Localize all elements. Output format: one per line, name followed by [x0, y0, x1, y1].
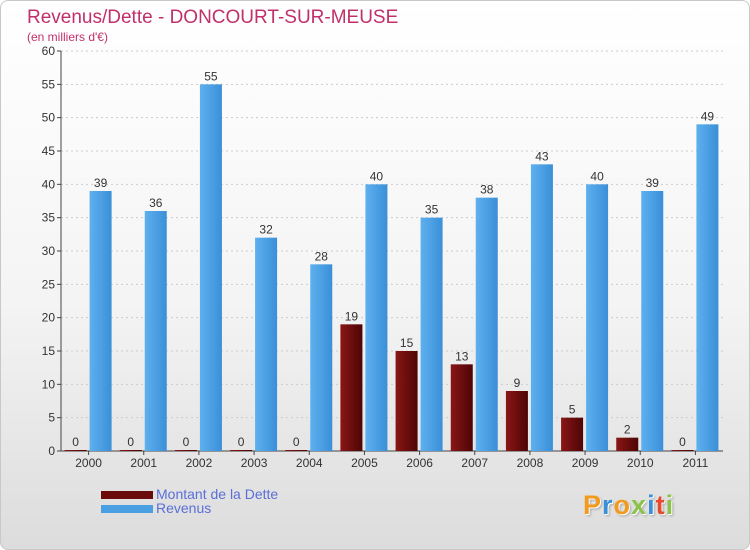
- bar-dette: [119, 450, 142, 451]
- bar-dette: [230, 450, 253, 451]
- legend-label-revenus: Revenus: [156, 500, 212, 516]
- bar-revenus: [144, 211, 167, 451]
- legend-label-dette: Montant de la Dette: [156, 486, 279, 502]
- legend-swatch-revenus: [101, 505, 153, 513]
- bar-revenus: [365, 184, 388, 452]
- value-label-revenus: 55: [204, 69, 218, 83]
- value-label-revenus: 40: [370, 169, 384, 183]
- y-tick-label: 10: [42, 377, 56, 391]
- y-tick-label: 15: [42, 344, 56, 358]
- value-label-dette: 15: [400, 336, 414, 350]
- chart-title: Revenus/Dette - DONCOURT-SUR-MEUSE: [27, 7, 399, 28]
- value-label-revenus: 28: [315, 249, 329, 263]
- value-label-revenus: 32: [259, 223, 273, 237]
- logo-letter: t: [655, 490, 666, 520]
- legend-swatch-dette: [101, 491, 153, 499]
- bar-dette: [450, 364, 473, 451]
- bar-revenus: [310, 264, 333, 451]
- y-tick-label: 5: [48, 411, 55, 425]
- logo-letter: x: [631, 490, 648, 520]
- y-tick-label: 50: [42, 111, 56, 125]
- x-tick-label: 2007: [461, 456, 488, 470]
- bar-dette: [561, 417, 584, 451]
- bar-dette: [671, 450, 694, 451]
- value-label-revenus: 39: [646, 176, 660, 190]
- value-label-dette: 0: [183, 435, 190, 449]
- bar-revenus: [530, 164, 553, 452]
- bar-dette: [285, 450, 308, 451]
- bar-revenus: [199, 84, 222, 451]
- chart-subtitle: (en milliers d'€): [27, 30, 108, 44]
- y-tick-label: 20: [42, 311, 56, 325]
- logo-letter: i: [647, 490, 656, 520]
- y-tick-label: 55: [42, 77, 56, 91]
- bar-revenus: [475, 197, 498, 451]
- x-tick-label: 2006: [406, 456, 433, 470]
- value-label-dette: 19: [345, 309, 359, 323]
- bar-dette: [64, 450, 87, 451]
- x-tick-label: 2001: [130, 456, 157, 470]
- x-tick-label: 2010: [627, 456, 654, 470]
- x-tick-label: 2011: [683, 456, 709, 470]
- bar-revenus: [89, 191, 112, 451]
- value-label-dette: 0: [238, 435, 245, 449]
- y-tick-label: 25: [42, 277, 56, 291]
- bar-revenus: [641, 191, 664, 451]
- y-tick-label: 40: [42, 177, 56, 191]
- x-tick-label: 2005: [351, 456, 378, 470]
- bar-revenus: [586, 184, 609, 452]
- x-tick-label: 2000: [75, 456, 102, 470]
- value-label-dette: 5: [569, 403, 576, 417]
- x-tick-label: 2002: [186, 456, 213, 470]
- value-label-revenus: 49: [701, 109, 715, 123]
- logo-letter: P: [583, 490, 603, 520]
- x-tick-label: 2003: [241, 456, 268, 470]
- bar-dette: [616, 437, 639, 451]
- bar-revenus: [696, 124, 719, 451]
- bar-dette: [505, 391, 528, 451]
- value-label-revenus: 40: [590, 169, 604, 183]
- value-label-revenus: 38: [480, 183, 494, 197]
- value-label-dette: 2: [624, 423, 631, 437]
- y-tick-label: 30: [42, 244, 56, 258]
- value-label-revenus: 36: [149, 196, 163, 210]
- x-tick-label: 2009: [572, 456, 599, 470]
- y-tick-label: 45: [42, 144, 56, 158]
- bar-dette: [395, 351, 418, 451]
- logo-letter: r: [602, 490, 614, 520]
- value-label-revenus: 43: [535, 149, 549, 163]
- bar-revenus: [255, 237, 278, 451]
- y-tick-label: 60: [42, 44, 56, 58]
- value-label-revenus: 39: [94, 176, 108, 190]
- bar-dette: [340, 324, 363, 451]
- value-label-revenus: 35: [425, 203, 439, 217]
- y-tick-label: 0: [48, 444, 55, 458]
- value-label-dette: 9: [514, 376, 521, 390]
- x-tick-label: 2004: [296, 456, 323, 470]
- logo-letter: i: [665, 490, 675, 520]
- proxiti-logo: Proxiti: [583, 490, 674, 521]
- value-label-dette: 13: [455, 349, 469, 363]
- value-label-dette: 0: [72, 435, 79, 449]
- value-label-dette: 0: [293, 435, 300, 449]
- bar-revenus: [420, 217, 443, 451]
- value-label-dette: 0: [679, 435, 686, 449]
- y-tick-label: 35: [42, 211, 56, 225]
- bar-dette: [174, 450, 197, 451]
- value-label-dette: 0: [127, 435, 134, 449]
- x-tick-label: 2008: [517, 456, 544, 470]
- logo-letter: o: [613, 490, 632, 520]
